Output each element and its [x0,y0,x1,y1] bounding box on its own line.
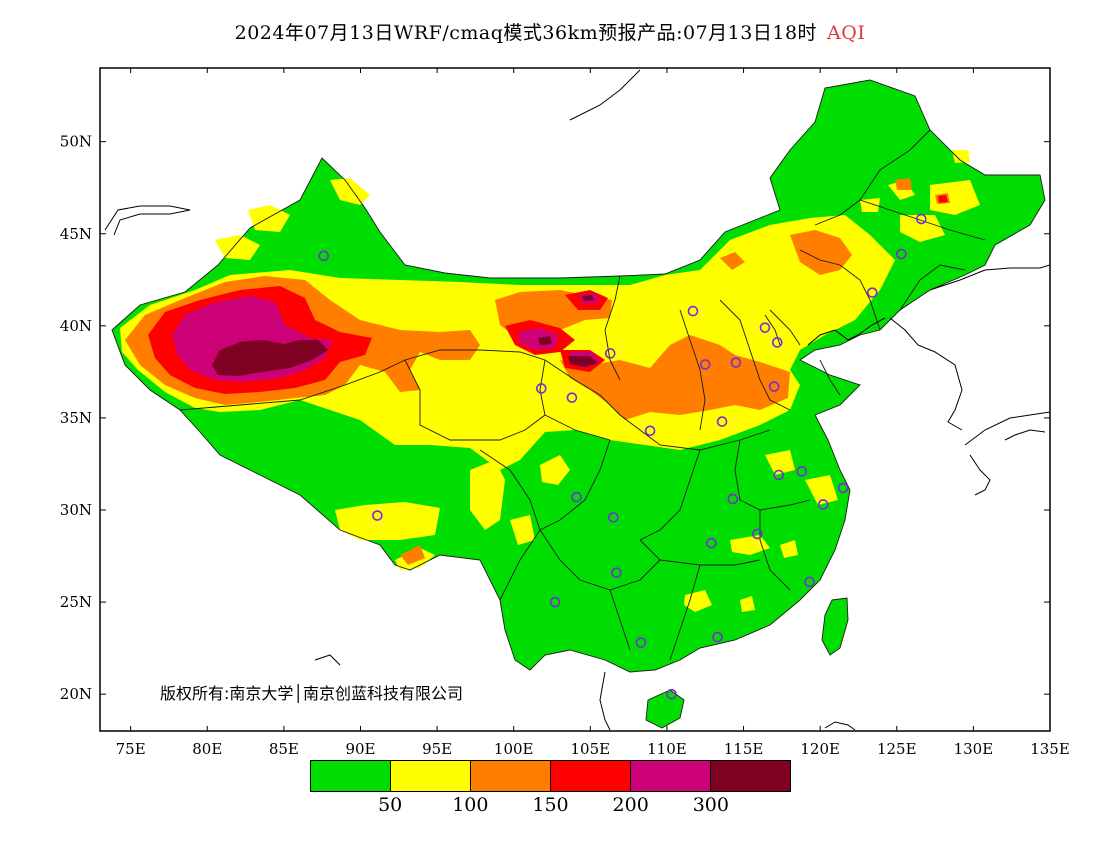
x-tick-label: 105E [571,740,611,758]
x-tick-label: 95E [422,740,452,758]
city-station-marker [727,493,739,505]
city-station-marker [804,576,815,588]
city-station-marker [817,499,829,510]
city-station-marker [566,392,578,403]
city-station-marker [535,383,547,394]
aqi-maroon-zones [212,295,598,376]
copyright-credit: 版权所有:南京大学│南京创蓝科技有限公司 [160,684,464,703]
city-station-marker [549,596,561,608]
city-station-marker [837,482,849,494]
city-station-marker [773,469,785,481]
legend-label: 50 [378,794,403,816]
city-station-marker [611,567,622,578]
city-station-marker [706,537,717,549]
station-markers [318,213,927,700]
x-tick-label: 130E [954,740,994,758]
x-tick-label: 90E [345,740,375,758]
legend-label: 150 [532,794,569,816]
x-tick-label: 125E [877,740,917,758]
map-title: 2024年07月13日WRF/cmaq模式36km预报产品:07月13日18时 A… [0,18,1100,45]
y-tick-label: 25N [60,593,92,611]
legend-swatch [551,761,631,791]
taiwan-island [822,598,848,655]
city-station-marker [716,416,728,427]
y-tick-label: 45N [60,225,92,243]
legend-swatch [471,761,551,791]
y-tick-label: 40N [60,317,92,335]
map-axes: 75E 80E 85E 90E 95E 100E 105E 110E 115E 120E 125E 1… [60,68,1070,758]
x-tick-label: 115E [724,740,764,758]
x-tick-label: 85E [269,740,299,758]
city-station-marker [687,305,699,317]
x-tick-label: 110E [647,740,687,758]
title-main: 2024年07月13日WRF/cmaq模式36km预报产品:07月13日18时 [234,22,818,44]
city-station-marker [571,491,582,503]
city-station-marker [666,688,677,700]
city-station-marker [372,510,383,521]
city-station-marker [796,466,808,477]
city-station-marker [759,322,771,333]
legend-label: 200 [612,794,649,816]
city-station-marker [604,348,616,359]
legend-swatch [631,761,711,791]
city-station-marker [896,248,907,260]
legend-swatch [311,761,391,791]
legend-label: 300 [692,794,729,816]
coastlines [104,69,1050,731]
city-station-marker [635,637,647,648]
city-station-marker [699,359,711,370]
x-tick-label: 120E [800,740,840,758]
y-tick-label: 20N [60,685,92,703]
city-station-marker [730,357,742,368]
hainan-island [646,690,684,728]
x-tick-label: 135E [1030,740,1070,758]
city-station-marker [608,512,619,523]
legend-swatch [711,761,790,791]
city-station-marker [644,425,656,437]
y-tick-label: 50N [60,133,92,151]
city-station-marker [752,528,763,540]
city-station-marker [866,287,878,298]
title-product: AQI [827,22,866,44]
city-station-marker [771,337,783,348]
city-station-marker [768,381,780,392]
legend-swatch [391,761,471,791]
legend-label: 100 [452,794,489,816]
city-station-marker [318,250,330,262]
city-station-marker [712,631,723,643]
y-tick-label: 35N [60,409,92,427]
x-tick-label: 80E [192,740,222,758]
x-tick-label: 75E [116,740,146,758]
city-station-marker [915,213,927,225]
aqi-color-legend [310,760,791,792]
aqi-map: 75E 80E 85E 90E 95E 100E 105E 110E 115E 120E 125E 1… [60,67,1070,758]
y-tick-label: 30N [60,501,92,519]
x-tick-label: 100E [494,740,534,758]
map-frame [99,67,1051,732]
